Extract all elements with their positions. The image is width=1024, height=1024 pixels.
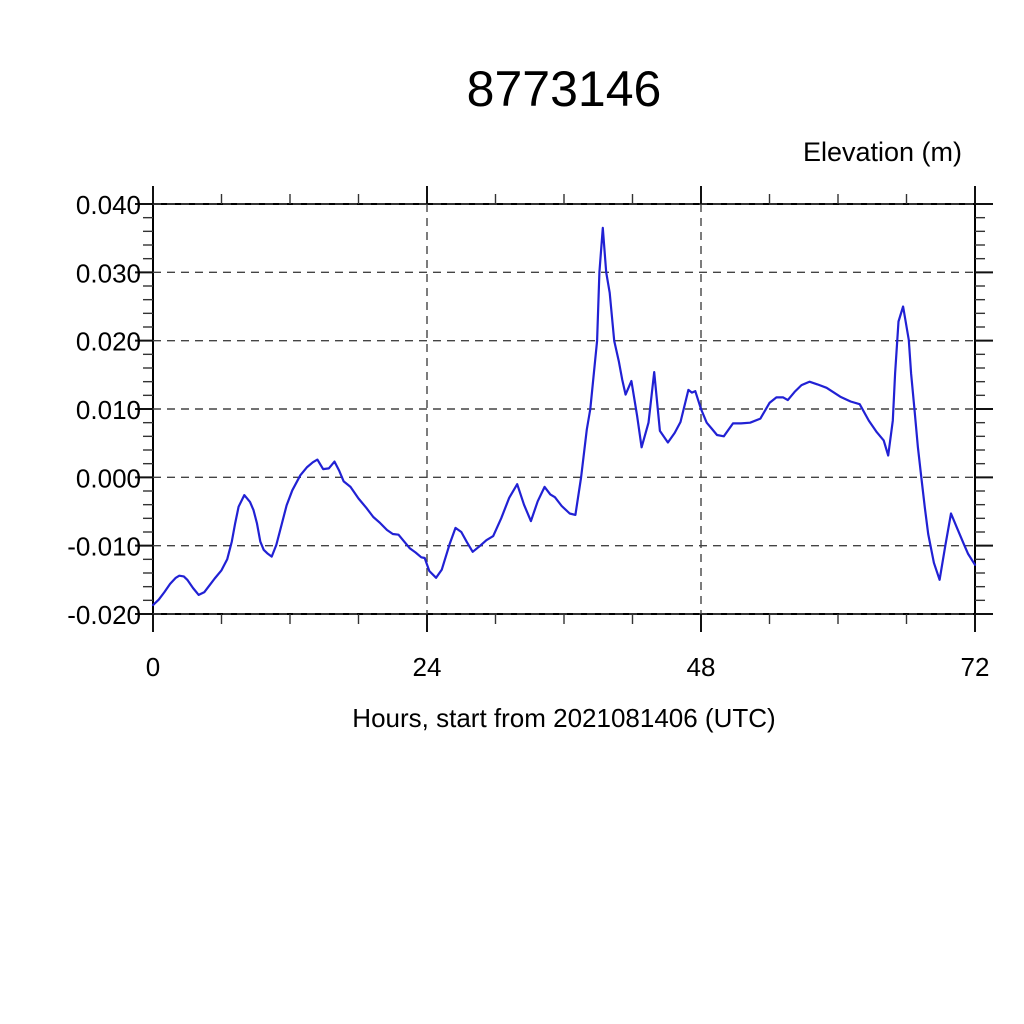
x-tick-label: 48 (687, 652, 716, 682)
y-tick-label: 0.000 (76, 463, 141, 493)
elevation-series-line (151, 226, 977, 607)
y-tick-label: -0.020 (67, 600, 141, 630)
y-axis-unit-label: Elevation (m) (802, 137, 962, 167)
y-tick-label: 0.020 (76, 327, 141, 357)
x-tick-label: 72 (961, 652, 990, 682)
x-axis-label: Hours, start from 2021081406 (UTC) (352, 703, 776, 733)
y-tick-label: 0.030 (76, 258, 141, 288)
y-tick-label: 0.010 (76, 395, 141, 425)
y-tick-label: -0.010 (67, 532, 141, 562)
y-tick-label: 0.040 (76, 190, 141, 220)
x-tick-label: 0 (146, 652, 160, 682)
x-tick-label: 24 (413, 652, 442, 682)
chart-title: 8773146 (466, 61, 662, 117)
